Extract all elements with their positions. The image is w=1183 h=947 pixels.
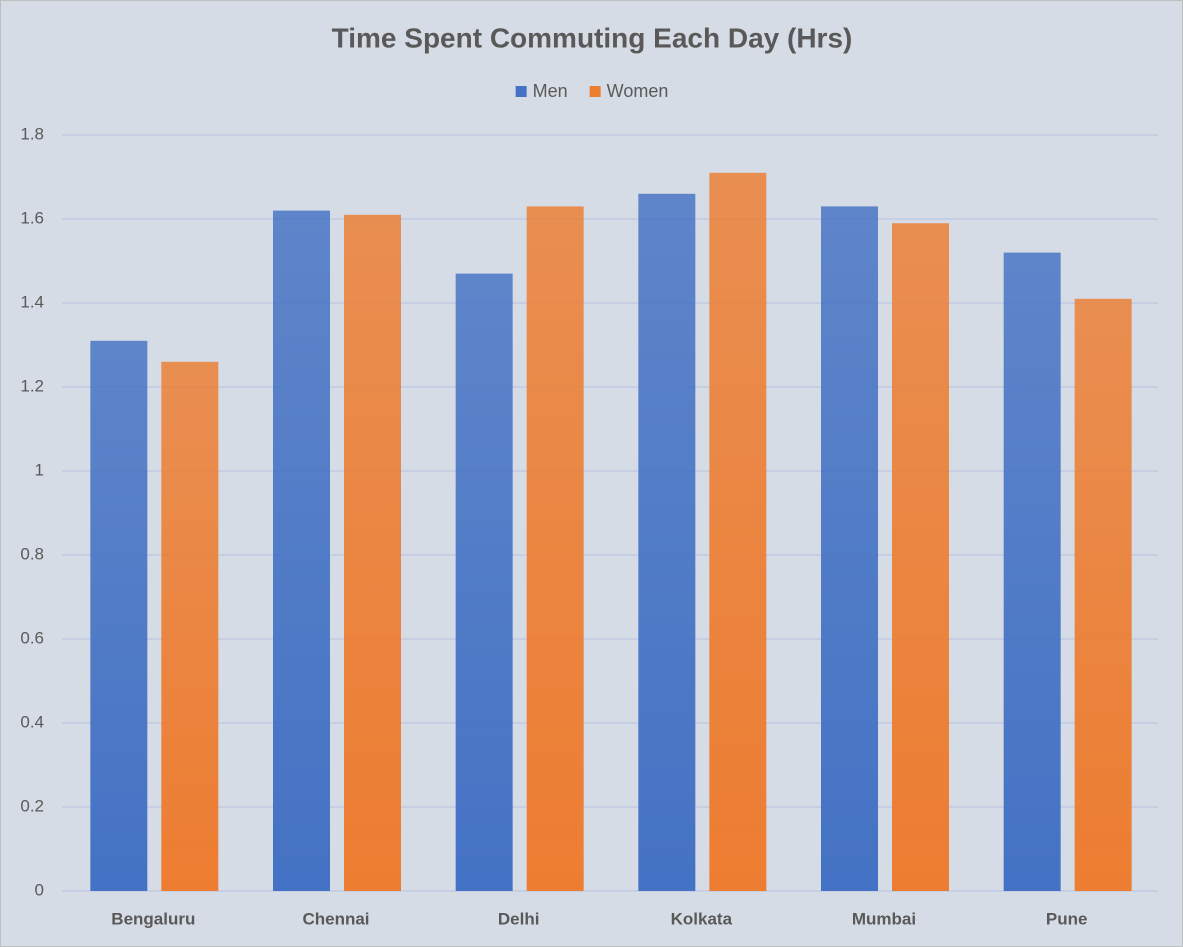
- bar: [709, 172, 767, 892]
- y-tick-label: 1.6: [20, 208, 44, 227]
- bar: [1003, 252, 1061, 892]
- bar: [821, 206, 878, 891]
- bar: [161, 361, 219, 891]
- y-tick-label: 0.4: [20, 712, 44, 731]
- x-tick-label: Bengaluru: [111, 909, 195, 928]
- x-tick-label: Kolkata: [671, 909, 733, 928]
- y-tick-label: 0.2: [20, 796, 44, 815]
- x-tick-label: Delhi: [498, 909, 540, 928]
- y-tick-label: 1: [35, 460, 44, 479]
- y-tick-label: 1.8: [20, 124, 44, 143]
- bar: [455, 273, 513, 892]
- bar: [273, 210, 330, 892]
- x-tick-label: Chennai: [302, 909, 369, 928]
- legend-swatch: [515, 86, 527, 97]
- legend-label: Women: [607, 81, 669, 101]
- bar: [1074, 298, 1132, 891]
- legend-label: Men: [533, 81, 568, 101]
- bar: [638, 193, 696, 892]
- y-tick-label: 0.6: [20, 628, 44, 647]
- bar: [526, 206, 584, 891]
- bar: [344, 214, 401, 892]
- y-tick-label: 1.2: [20, 376, 44, 395]
- x-tick-label: Mumbai: [852, 909, 916, 928]
- y-tick-label: 1.4: [20, 292, 44, 311]
- x-tick-label: Pune: [1046, 909, 1088, 928]
- y-tick-label: 0: [35, 880, 44, 899]
- bar: [90, 340, 148, 891]
- bar: [892, 223, 949, 891]
- legend-swatch: [589, 86, 601, 97]
- y-tick-label: 0.8: [20, 544, 44, 563]
- chart-title: Time Spent Commuting Each Day (Hrs): [332, 22, 853, 53]
